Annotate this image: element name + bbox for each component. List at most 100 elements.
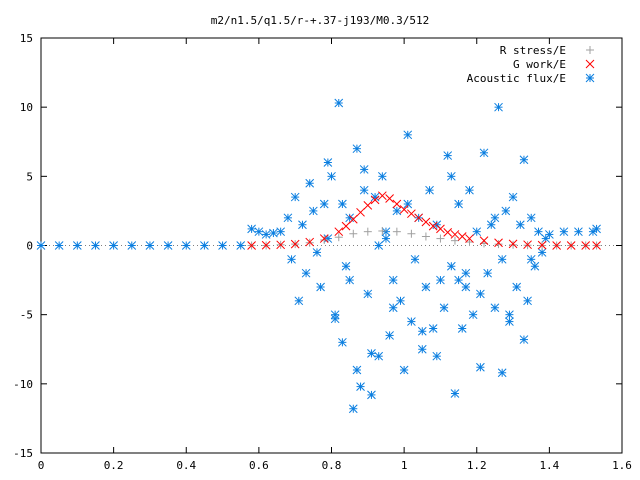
data-point-stroke xyxy=(392,199,402,209)
data-point-stroke xyxy=(545,230,554,239)
data-point xyxy=(465,234,474,243)
data-point xyxy=(494,240,503,249)
data-point xyxy=(490,303,500,313)
data-point-stroke xyxy=(425,185,434,195)
data-point-stroke xyxy=(526,213,536,223)
data-point-stroke xyxy=(403,199,413,209)
data-point-stroke xyxy=(287,254,296,264)
data-point xyxy=(407,317,416,326)
data-point-stroke xyxy=(537,248,547,257)
data-point-stroke xyxy=(537,240,547,250)
legend-marker-stroke xyxy=(585,73,595,83)
x-tick-label: 0.8 xyxy=(322,459,342,472)
data-point-stroke xyxy=(407,209,416,219)
data-point xyxy=(505,317,514,326)
data-point-stroke xyxy=(319,199,329,209)
data-point-stroke xyxy=(181,241,191,250)
data-point xyxy=(352,365,362,375)
data-point-stroke xyxy=(298,220,307,230)
data-point xyxy=(247,224,256,234)
series-2 xyxy=(36,98,601,414)
data-point-stroke xyxy=(450,389,460,398)
data-point-stroke xyxy=(454,199,463,209)
data-point-stroke xyxy=(446,261,456,271)
data-point-stroke xyxy=(218,241,227,250)
y-tick-label: 15 xyxy=(20,32,33,45)
data-point xyxy=(381,234,391,243)
x-tick-label: 0.4 xyxy=(176,459,196,472)
legend-marker-stroke xyxy=(585,59,595,69)
y-axis: -15 -10 -5 0 5 10 15 xyxy=(13,32,622,460)
y-tick-label: -10 xyxy=(13,378,33,391)
data-point-stroke xyxy=(345,275,355,285)
data-point-stroke xyxy=(381,227,391,237)
data-point xyxy=(574,227,583,237)
data-point-stroke xyxy=(236,241,246,250)
data-point-stroke xyxy=(276,227,286,237)
data-point-stroke xyxy=(461,282,471,292)
data-point xyxy=(501,206,511,216)
data-point xyxy=(283,213,293,223)
data-point-stroke xyxy=(483,268,492,278)
data-point-stroke xyxy=(308,206,318,216)
data-point-stroke xyxy=(396,296,405,306)
data-point xyxy=(566,241,576,250)
data-point-stroke xyxy=(352,144,362,154)
data-point-stroke xyxy=(486,220,496,230)
data-point-stroke xyxy=(356,382,365,391)
data-point xyxy=(414,213,424,223)
data-point-stroke xyxy=(574,227,583,237)
data-point-stroke xyxy=(421,217,431,227)
data-point xyxy=(363,201,373,210)
data-point xyxy=(476,289,485,299)
data-point xyxy=(338,199,347,209)
data-point xyxy=(421,282,431,292)
data-point xyxy=(403,199,413,209)
data-point xyxy=(363,289,373,299)
data-point xyxy=(519,335,529,344)
data-point-stroke xyxy=(414,213,424,223)
data-point-stroke xyxy=(417,344,427,354)
data-point xyxy=(341,221,351,231)
data-point-stroke xyxy=(283,213,293,223)
data-point xyxy=(261,230,271,239)
data-point xyxy=(421,217,431,227)
data-point-stroke xyxy=(399,365,409,375)
data-point-stroke xyxy=(323,234,333,243)
data-point-stroke xyxy=(338,199,347,209)
data-point-stroke xyxy=(476,362,485,372)
data-point-stroke xyxy=(490,213,500,223)
data-point xyxy=(348,404,358,414)
data-point xyxy=(323,158,333,167)
x-tick-label: 1 xyxy=(401,459,408,472)
data-point xyxy=(465,185,474,195)
data-point xyxy=(403,130,413,140)
data-point xyxy=(200,241,209,250)
data-point xyxy=(523,240,532,250)
y-tick-label: 10 xyxy=(20,101,33,114)
data-point-stroke xyxy=(330,314,340,324)
data-point xyxy=(276,240,286,250)
data-point xyxy=(305,178,315,188)
data-point xyxy=(345,275,355,285)
data-point xyxy=(454,275,463,285)
data-point xyxy=(305,237,315,247)
data-point-stroke xyxy=(526,254,536,264)
data-point xyxy=(592,224,601,234)
x-tick-label: 0 xyxy=(38,459,45,472)
data-point xyxy=(396,296,405,306)
series-1 xyxy=(247,191,601,250)
data-point-stroke xyxy=(407,317,416,326)
data-point-stroke xyxy=(388,275,398,285)
data-point xyxy=(428,221,438,231)
data-point xyxy=(436,275,445,285)
data-point xyxy=(218,241,227,250)
data-point-stroke xyxy=(512,282,522,292)
data-point xyxy=(417,326,427,336)
data-point xyxy=(534,227,543,237)
data-point xyxy=(334,98,344,108)
data-point-stroke xyxy=(428,324,438,333)
data-point xyxy=(359,165,369,174)
data-point-stroke xyxy=(341,261,351,271)
data-point xyxy=(581,241,591,250)
